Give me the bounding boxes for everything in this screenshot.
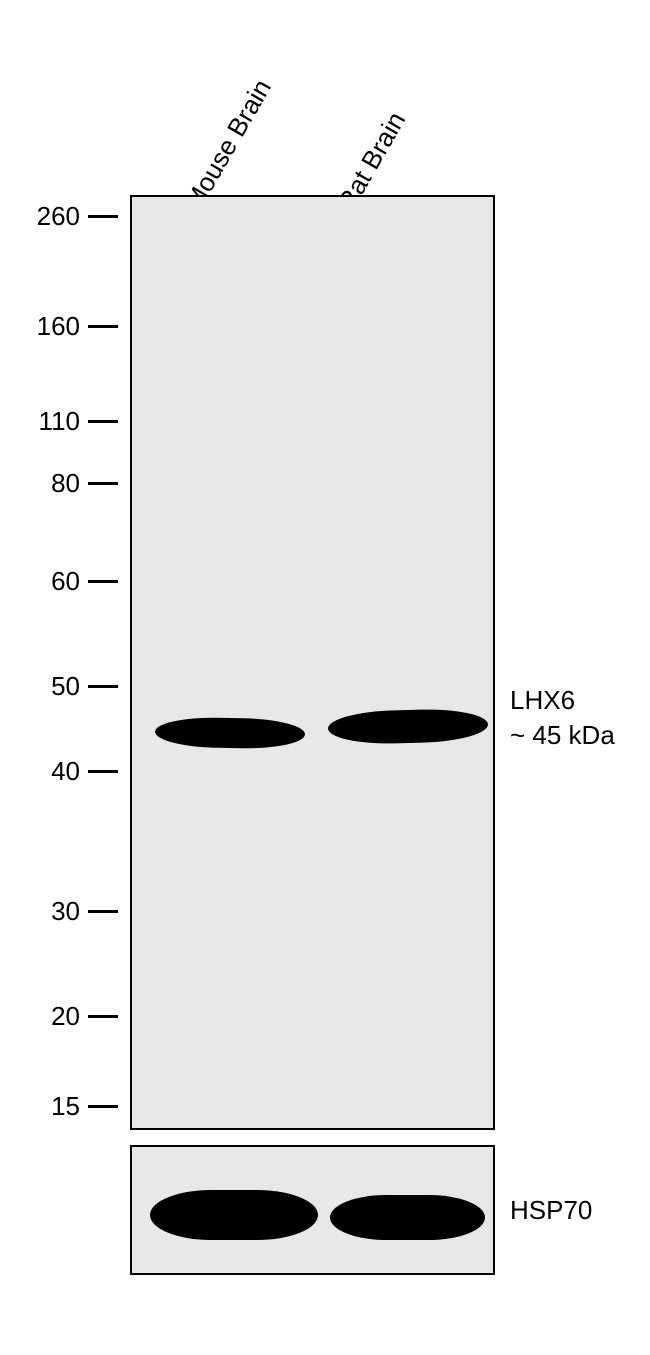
marker-80: 80 — [30, 468, 80, 499]
marker-tick — [88, 910, 118, 913]
marker-tick — [88, 770, 118, 773]
marker-15: 15 — [30, 1091, 80, 1122]
marker-tick — [88, 325, 118, 328]
marker-20: 20 — [30, 1001, 80, 1032]
marker-tick — [88, 482, 118, 485]
loading-control-label: HSP70 — [510, 1195, 592, 1226]
marker-tick — [88, 580, 118, 583]
marker-tick — [88, 215, 118, 218]
marker-tick — [88, 1015, 118, 1018]
marker-tick — [88, 1105, 118, 1108]
target-mw-label: ~ 45 kDa — [510, 720, 615, 751]
marker-tick — [88, 420, 118, 423]
marker-160: 160 — [30, 311, 80, 342]
western-blot-figure: Mouse Brain Rat Brain 260 160 110 80 60 … — [0, 0, 650, 1355]
marker-tick — [88, 685, 118, 688]
loading-band-lane2 — [330, 1195, 485, 1240]
marker-40: 40 — [30, 756, 80, 787]
marker-60: 60 — [30, 566, 80, 597]
marker-50: 50 — [30, 671, 80, 702]
marker-30: 30 — [30, 896, 80, 927]
loading-band-lane1 — [150, 1190, 318, 1240]
marker-260: 260 — [30, 201, 80, 232]
main-blot-membrane — [130, 195, 495, 1130]
target-protein-label: LHX6 — [510, 685, 575, 716]
marker-110: 110 — [30, 406, 80, 437]
